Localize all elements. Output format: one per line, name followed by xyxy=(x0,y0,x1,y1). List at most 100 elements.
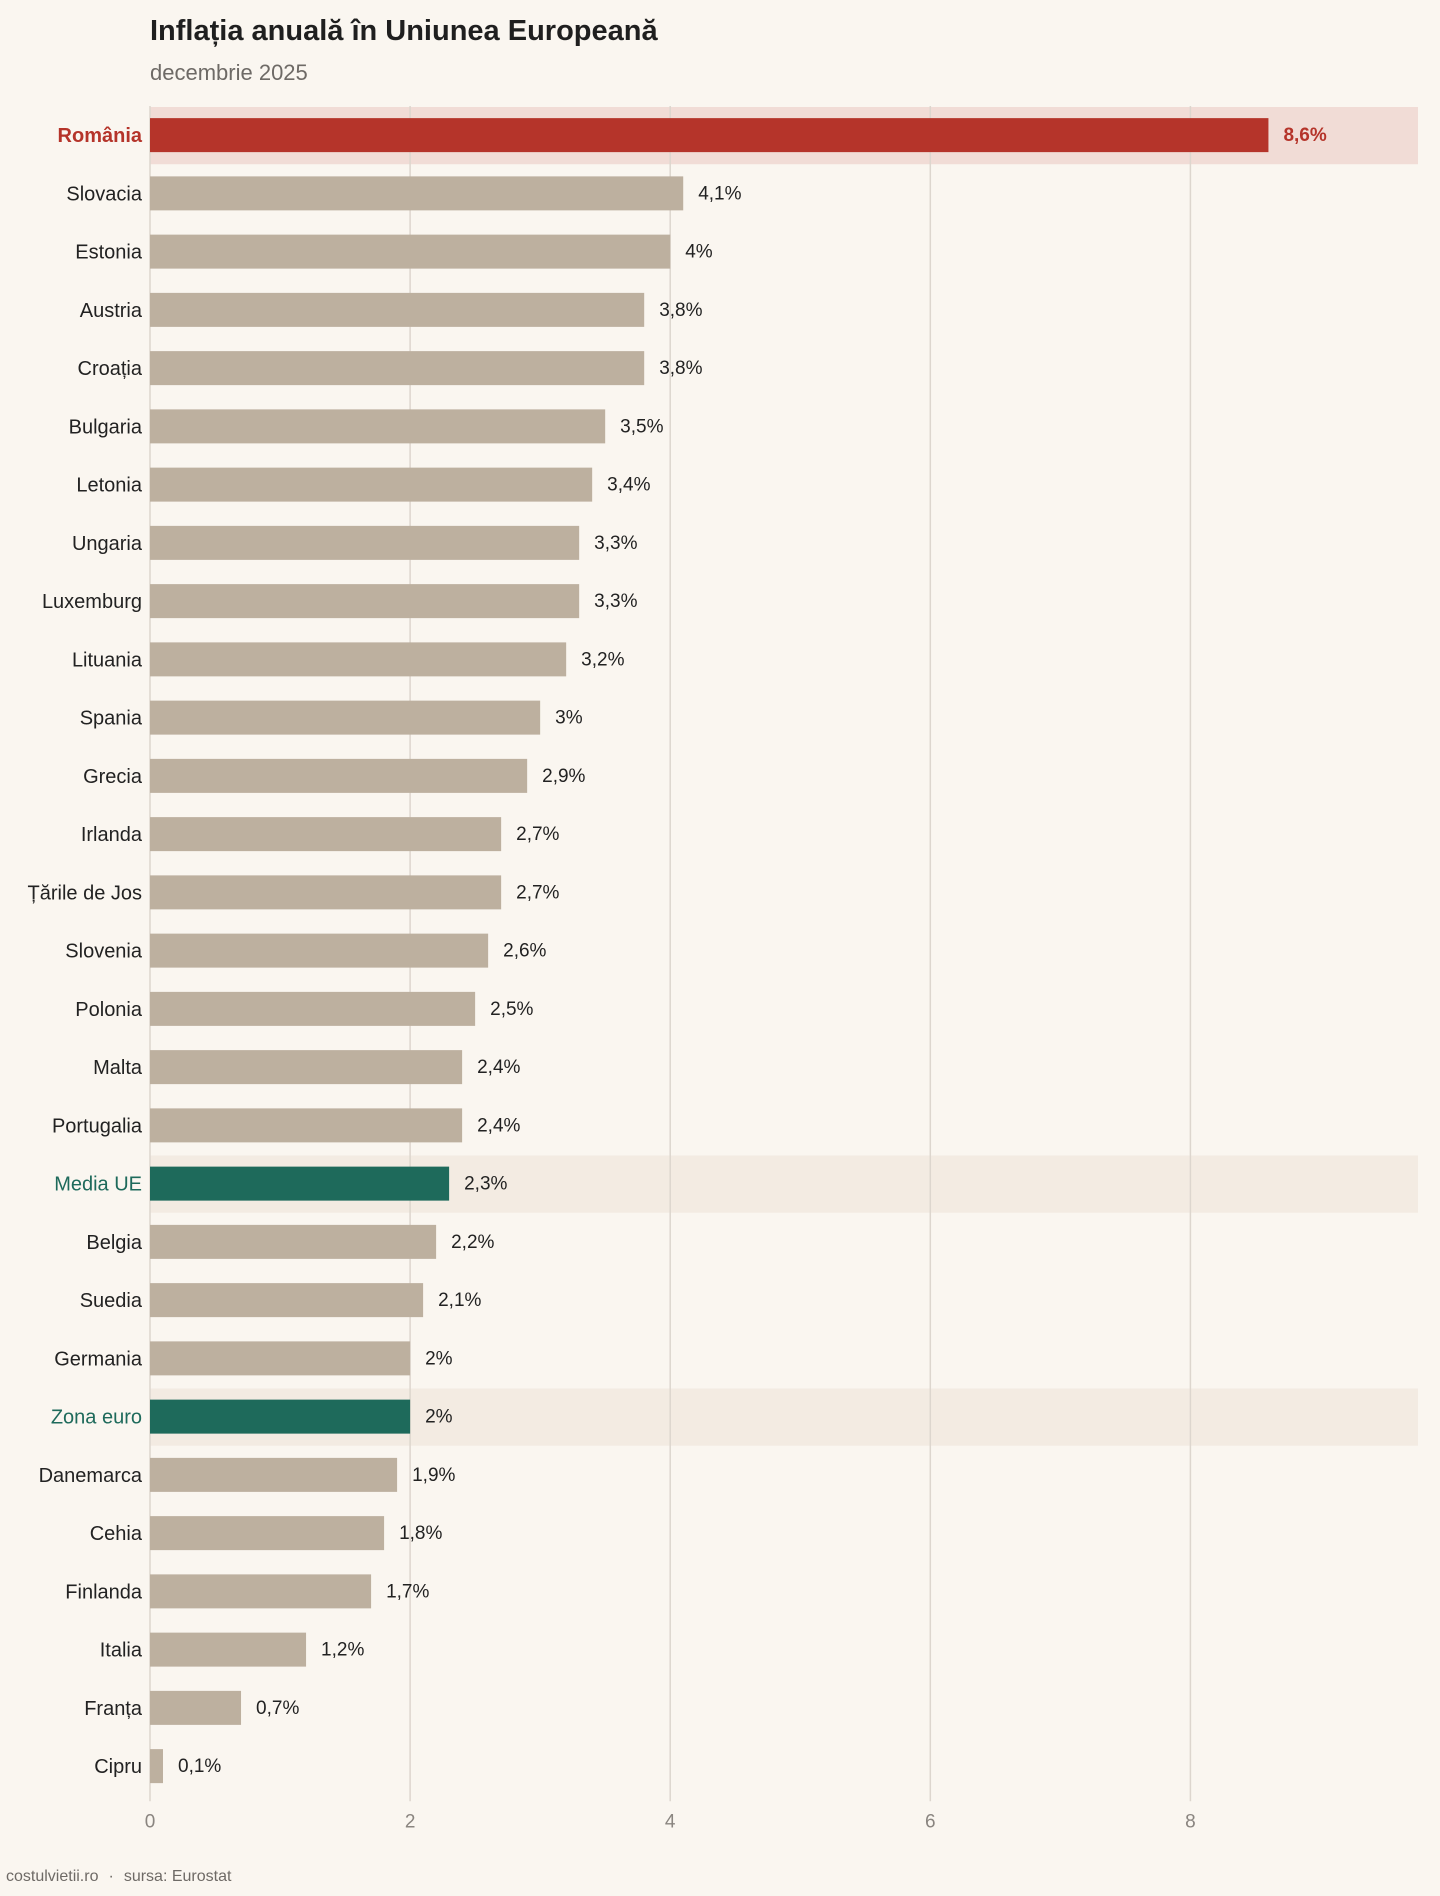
value-label: 2,4% xyxy=(477,1115,520,1136)
category-label: Ungaria xyxy=(72,533,143,555)
bar xyxy=(150,1050,463,1085)
x-axis-ticks: 0 2 4 6 8 xyxy=(145,1811,1196,1832)
category-label: Croația xyxy=(78,358,143,380)
bar xyxy=(150,875,502,910)
category-label: Luxemburg xyxy=(42,591,142,613)
category-label: Finlanda xyxy=(65,1581,143,1603)
category-label: Media UE xyxy=(54,1174,142,1196)
footer-source: sursa: Eurostat xyxy=(123,1868,232,1885)
value-label: 2,7% xyxy=(516,882,559,903)
value-label: 1,7% xyxy=(386,1581,429,1602)
bar xyxy=(150,176,684,211)
value-label: 0,7% xyxy=(256,1698,299,1719)
category-label: România xyxy=(58,125,143,147)
bar xyxy=(150,991,476,1026)
bar xyxy=(150,1516,385,1551)
category-label: Suedia xyxy=(80,1290,143,1312)
category-label: Polonia xyxy=(75,999,143,1021)
category-label: Portugalia xyxy=(52,1115,143,1137)
value-label: 3,8% xyxy=(659,358,702,379)
value-label: 3,4% xyxy=(607,475,650,496)
category-label: Slovacia xyxy=(66,183,142,205)
footer-separator: · xyxy=(108,1868,114,1885)
value-label: 0,1% xyxy=(178,1756,221,1777)
bar xyxy=(150,1632,307,1667)
footer: costulvietii.ro · sursa: Eurostat xyxy=(6,1868,231,1886)
bar xyxy=(150,1749,164,1784)
value-label: 3,5% xyxy=(620,416,663,437)
category-label: Cipru xyxy=(94,1756,142,1778)
category-label: Germania xyxy=(54,1348,143,1370)
value-label: 1,2% xyxy=(321,1640,364,1661)
category-label: Bulgaria xyxy=(69,416,143,438)
category-label: Slovenia xyxy=(65,941,143,963)
labels: România 8,6% Slovacia 4,1% Estonia 4% Austria 3… xyxy=(28,125,1327,1778)
category-label: Irlanda xyxy=(81,824,143,846)
value-label: 2,5% xyxy=(490,999,533,1020)
bar xyxy=(150,525,580,560)
bars xyxy=(150,118,1269,1784)
category-label: Zona euro xyxy=(51,1407,142,1429)
category-label: Cehia xyxy=(90,1523,143,1545)
value-label: 3,3% xyxy=(594,591,637,612)
value-label: 3,2% xyxy=(581,649,624,670)
category-label: Italia xyxy=(100,1640,143,1662)
x-tick-label: 0 xyxy=(145,1811,156,1832)
value-label: 2% xyxy=(425,1407,453,1428)
bar xyxy=(150,1341,411,1376)
value-label: 3,8% xyxy=(659,300,702,321)
category-label: Lituania xyxy=(72,649,143,671)
category-label: Spania xyxy=(80,708,143,730)
x-tick-label: 4 xyxy=(665,1811,676,1832)
bar xyxy=(150,409,606,444)
value-label: 2,4% xyxy=(477,1057,520,1078)
value-label: 2,1% xyxy=(438,1290,481,1311)
bar xyxy=(150,1283,424,1318)
bar xyxy=(150,292,645,327)
category-label: Țările de Jos xyxy=(28,882,143,904)
value-label: 2,6% xyxy=(503,941,546,962)
category-label: Estonia xyxy=(75,242,143,264)
bar xyxy=(150,817,502,852)
value-label: 4,1% xyxy=(698,183,741,204)
bar xyxy=(150,1108,463,1143)
bar xyxy=(150,118,1269,153)
value-label: 1,9% xyxy=(412,1465,455,1486)
footer-site: costulvietii.ro xyxy=(6,1868,99,1885)
category-label: Danemarca xyxy=(39,1465,143,1487)
value-label: 3,3% xyxy=(594,533,637,554)
bar xyxy=(150,1399,411,1434)
bar xyxy=(150,584,580,619)
bar xyxy=(150,1166,450,1201)
bar xyxy=(150,758,528,793)
category-label: Franța xyxy=(84,1698,143,1720)
value-label: 3% xyxy=(555,708,583,729)
category-label: Malta xyxy=(93,1057,143,1079)
bar xyxy=(150,1224,437,1259)
value-label: 2,2% xyxy=(451,1232,494,1253)
bar xyxy=(150,700,541,735)
chart-subtitle: decembrie 2025 xyxy=(150,60,308,85)
value-label: 2,7% xyxy=(516,824,559,845)
bar xyxy=(150,642,567,677)
value-label: 1,8% xyxy=(399,1523,442,1544)
x-tick-label: 6 xyxy=(925,1811,936,1832)
category-label: Grecia xyxy=(83,766,143,788)
category-label: Austria xyxy=(80,300,143,322)
value-label: 4% xyxy=(685,242,713,263)
x-tick-label: 2 xyxy=(405,1811,416,1832)
bar xyxy=(150,351,645,386)
bar xyxy=(150,467,593,502)
x-tick-label: 8 xyxy=(1185,1811,1196,1832)
value-label: 2,9% xyxy=(542,766,585,787)
value-label: 8,6% xyxy=(1283,125,1326,146)
bar xyxy=(150,1457,398,1492)
bar xyxy=(150,1690,242,1725)
category-label: Letonia xyxy=(76,475,142,497)
value-label: 2% xyxy=(425,1348,453,1369)
chart-title: Inflația anuală în Uniunea Europeană xyxy=(150,15,658,47)
bar xyxy=(150,1574,372,1609)
value-label: 2,3% xyxy=(464,1174,507,1195)
bar xyxy=(150,234,671,269)
